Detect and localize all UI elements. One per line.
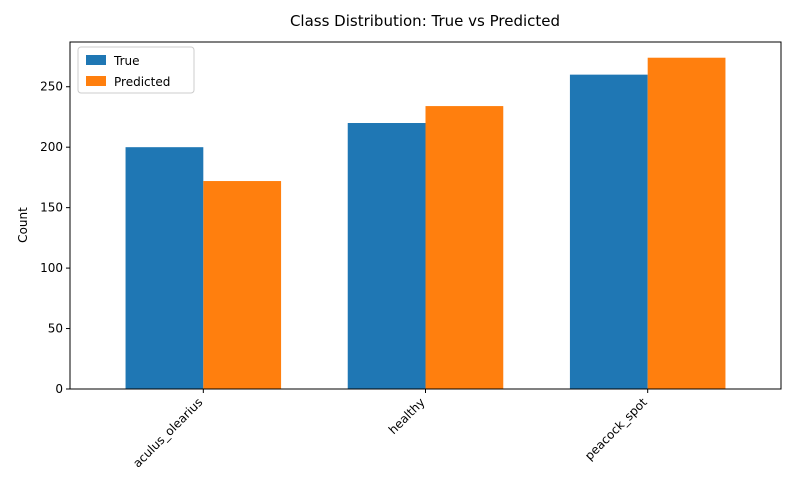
y-tick-label: 250 bbox=[40, 80, 63, 94]
legend: True Predicted bbox=[77, 46, 195, 94]
bar-predicted-aculus_olearius bbox=[203, 181, 282, 389]
x-tick-label: peacock_spot bbox=[582, 395, 650, 463]
chart-title: Class Distribution: True vs Predicted bbox=[290, 12, 560, 30]
y-axis-label: Count bbox=[16, 207, 30, 243]
bar-predicted-healthy bbox=[425, 106, 504, 389]
y-tick-label: 100 bbox=[40, 261, 63, 275]
bar-predicted-peacock_spot bbox=[647, 57, 726, 389]
legend-box bbox=[77, 46, 195, 94]
legend-label-predicted: Predicted bbox=[114, 75, 170, 89]
bar-true-aculus_olearius bbox=[125, 147, 204, 389]
x-tick-label: healthy bbox=[386, 395, 428, 437]
legend-label-true: True bbox=[113, 54, 140, 68]
x-tick-label: aculus_olearius bbox=[130, 395, 205, 470]
y-tick-label: 150 bbox=[40, 201, 63, 215]
plot-area: 0 50 100 150 200 250 aculus_olearius healthy pea… bbox=[40, 41, 782, 470]
bar-true-peacock_spot bbox=[569, 74, 648, 390]
legend-swatch-true bbox=[86, 55, 106, 65]
y-tick-label: 50 bbox=[48, 322, 63, 336]
y-tick-label: 200 bbox=[40, 140, 63, 154]
bar-true-healthy bbox=[347, 123, 426, 390]
legend-swatch-predicted bbox=[86, 76, 106, 86]
y-tick-label: 0 bbox=[55, 382, 63, 396]
